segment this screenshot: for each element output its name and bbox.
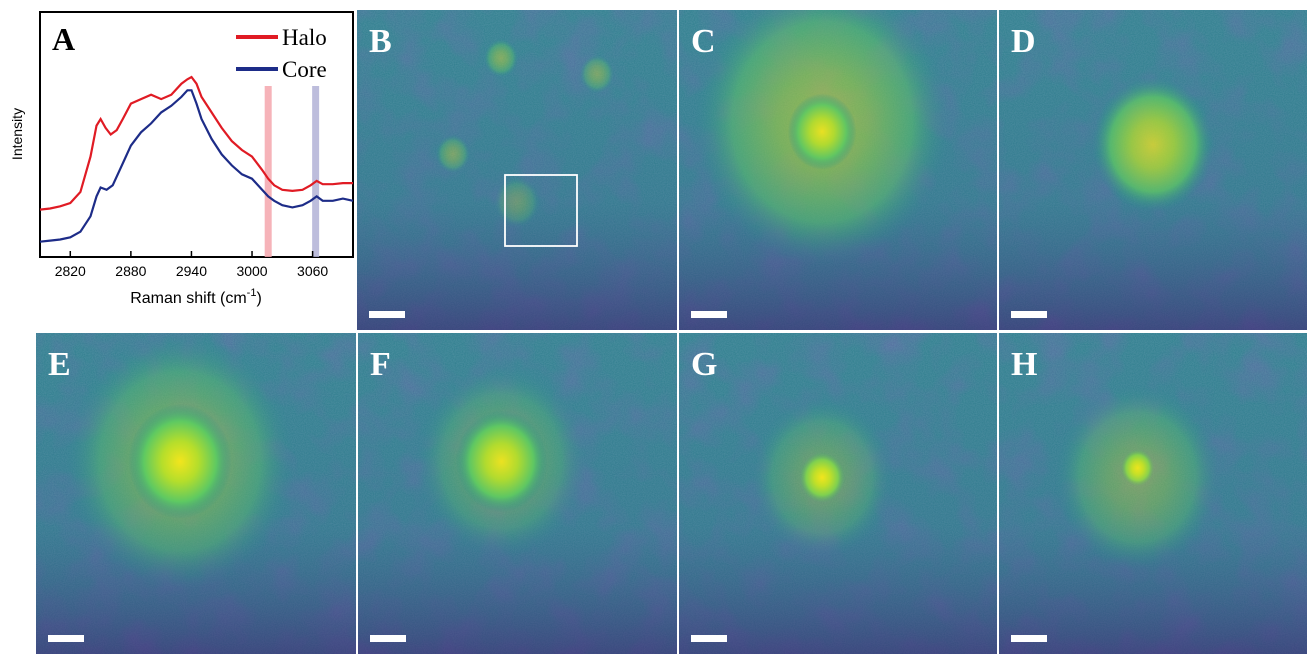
panel-label-d: D	[1011, 23, 1036, 60]
image-panel-h: H	[999, 333, 1307, 654]
legend-label-core: Core	[282, 57, 327, 82]
bright-region-0	[1092, 76, 1214, 213]
x-ticks: 2820 2880 2940 3000 3060	[55, 251, 328, 279]
image-panel-b: B	[357, 10, 677, 330]
y-axis-label: Intensity	[9, 108, 25, 160]
inset-box	[504, 174, 578, 247]
image-panel-d: D	[999, 10, 1307, 330]
bright-region-0	[493, 176, 541, 228]
bright-region-1	[455, 410, 548, 513]
image-panels: B C D E F G H	[36, 10, 1307, 654]
panel-label-f: F	[370, 346, 391, 383]
x-axis-label: Raman shift (cm-1)	[130, 287, 262, 307]
panel-label-g: G	[691, 346, 717, 383]
highlight-band-0	[264, 86, 272, 257]
x-tick-label-2880: 2880	[115, 263, 146, 279]
panel-a-spectrum: 2820 2880 2940 3000 3060 A Halo Core Intensi…	[9, 11, 354, 307]
image-panel-c: C	[679, 10, 997, 330]
bright-region-1	[750, 397, 894, 557]
bright-region-1	[483, 38, 519, 78]
image-panel-g: G	[679, 333, 997, 654]
scale-bar	[691, 311, 727, 318]
plot-area	[39, 11, 354, 258]
panel-label-e: E	[48, 346, 71, 383]
highlight-band-1	[312, 86, 320, 257]
image-panel-f: F	[358, 333, 677, 654]
panel-label-c: C	[691, 23, 716, 60]
scale-bar	[1011, 635, 1047, 642]
scale-bar	[691, 635, 727, 642]
x-tick-label-2940: 2940	[176, 263, 207, 279]
scale-bar	[369, 311, 405, 318]
series-line-halo	[39, 75, 353, 211]
image-panel-e: E	[36, 333, 356, 654]
panel-label-b: B	[369, 23, 392, 60]
bright-region-3	[435, 134, 471, 174]
panel-label-a: A	[52, 21, 75, 57]
scale-bar	[1011, 311, 1047, 318]
bright-region-1	[787, 93, 857, 170]
spectra-lines	[39, 75, 354, 243]
legend: Halo Core	[236, 25, 327, 82]
x-tick-label-3000: 3000	[236, 263, 267, 279]
scale-bar	[370, 635, 406, 642]
bright-region-1	[128, 403, 232, 519]
series-line-core	[39, 89, 354, 243]
panel-label-h: H	[1011, 346, 1037, 383]
scale-bar	[48, 635, 84, 642]
x-tick-label-2820: 2820	[55, 263, 86, 279]
highlight-bands	[264, 86, 320, 257]
bright-region-1	[1054, 385, 1221, 570]
bright-region-2	[579, 54, 615, 94]
x-tick-label-3060: 3060	[297, 263, 328, 279]
legend-label-halo: Halo	[282, 25, 327, 50]
